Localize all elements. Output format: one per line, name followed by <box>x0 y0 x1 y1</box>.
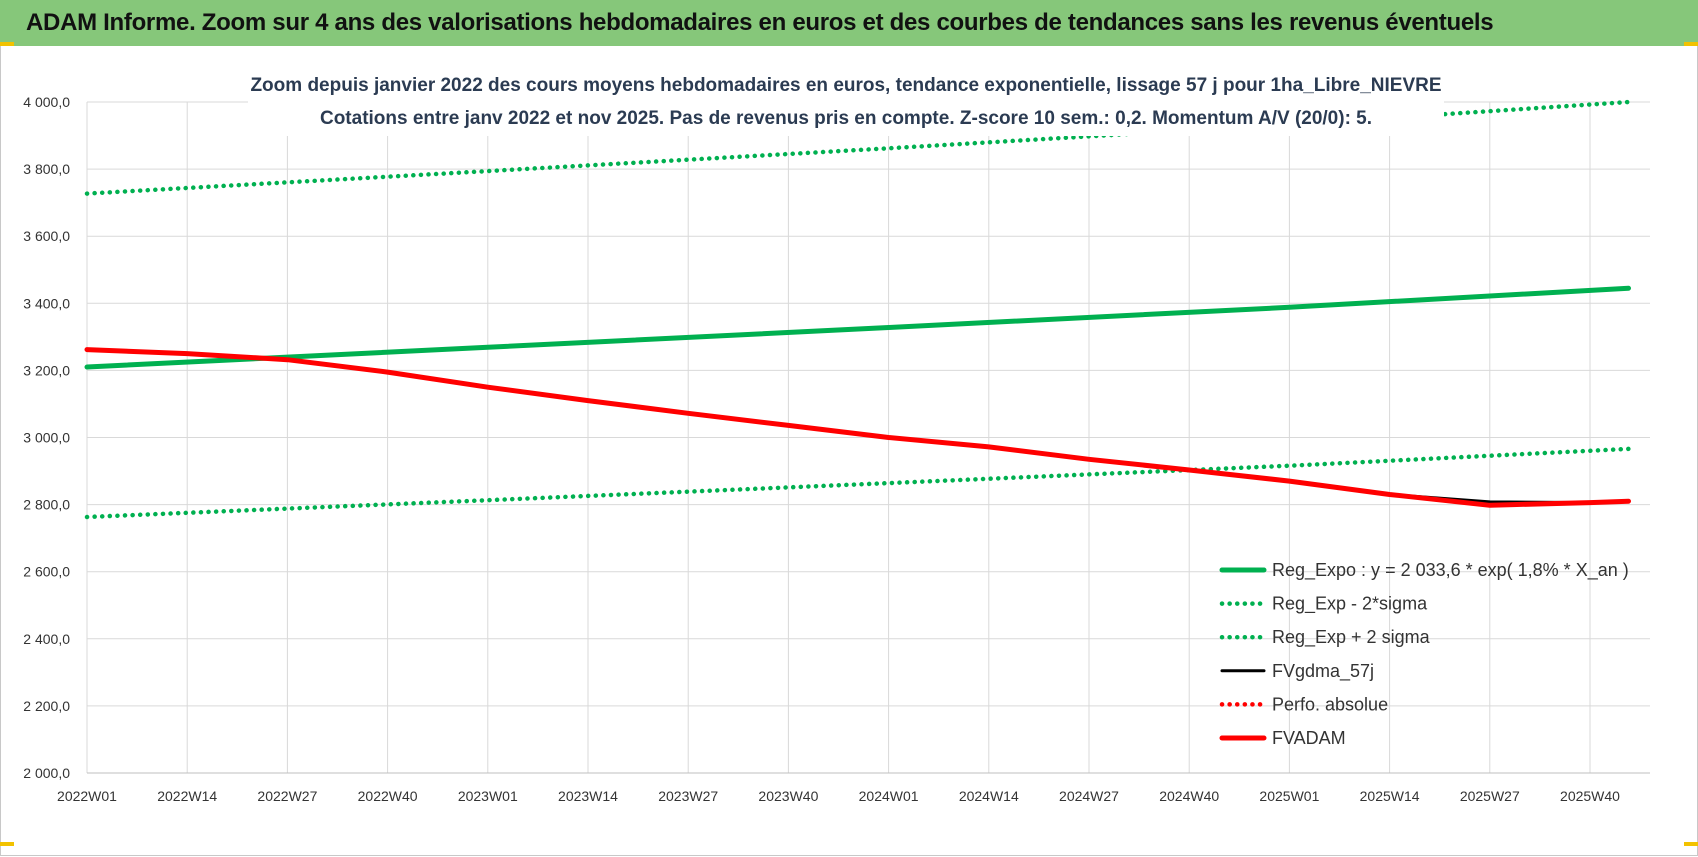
legend-label: FVADAM <box>1272 728 1346 748</box>
legend-label: Reg_Exp + 2 sigma <box>1272 627 1431 648</box>
x-tick-label: 2025W14 <box>1360 788 1420 804</box>
x-axis-tick-labels: 2022W01 2022W14 2022W27 2022W40 2023W01 2023W… <box>57 788 1620 804</box>
chart-title-background <box>248 64 1444 136</box>
y-tick-label: 3 200,0 <box>23 362 70 378</box>
x-tick-label: 2022W40 <box>358 788 418 804</box>
banner-title: ADAM Informe. Zoom sur 4 ans des valoris… <box>26 9 1494 36</box>
legend-label: FVgdma_57j <box>1272 661 1374 682</box>
x-tick-label: 2025W27 <box>1460 788 1520 804</box>
corner-marker <box>0 842 14 846</box>
x-tick-label: 2022W14 <box>157 788 217 804</box>
x-tick-label: 2024W40 <box>1159 788 1219 804</box>
series-line-fvadam <box>84 347 1631 508</box>
y-axis-tick-labels: 2 000,0 2 200,0 2 400,0 2 600,0 2 800,0 3 000… <box>23 94 70 781</box>
chart-title-line-2: Cotations entre janv 2022 et nov 2025. P… <box>320 108 1372 129</box>
x-tick-label: 2024W27 <box>1059 788 1119 804</box>
chart-title: Zoom depuis janvier 2022 des cours moyen… <box>248 64 1444 136</box>
y-tick-label: 2 400,0 <box>23 631 70 647</box>
y-tick-label: 2 200,0 <box>23 698 70 714</box>
x-tick-label: 2023W40 <box>758 788 818 804</box>
x-tick-label: 2023W27 <box>658 788 718 804</box>
x-tick-label: 2025W40 <box>1560 788 1620 804</box>
series-line-reg-exp <box>84 446 1631 520</box>
x-tick-label: 2022W27 <box>257 788 317 804</box>
y-tick-label: 2 000,0 <box>23 765 70 781</box>
legend-label: Reg_Expo : y = 2 033,6 * exp( 1,8% * X_a… <box>1272 560 1629 581</box>
title-banner: ADAM Informe. Zoom sur 4 ans des valoris… <box>0 0 1698 46</box>
series-line-fvgdma-57j <box>85 348 1630 505</box>
series-line-reg-expo <box>84 285 1631 370</box>
corner-marker <box>0 42 14 46</box>
y-tick-label: 3 000,0 <box>23 430 70 446</box>
x-tick-label: 2024W01 <box>859 788 919 804</box>
legend-label: Perfo. absolue <box>1272 694 1388 714</box>
y-tick-label: 2 600,0 <box>23 564 70 580</box>
y-tick-label: 4 000,0 <box>23 94 70 110</box>
x-tick-label: 2025W01 <box>1259 788 1319 804</box>
y-tick-label: 2 800,0 <box>23 497 70 513</box>
y-tick-label: 3 600,0 <box>23 228 70 244</box>
y-tick-label: 3 400,0 <box>23 295 70 311</box>
corner-marker <box>1684 842 1698 846</box>
x-tick-label: 2024W14 <box>959 788 1019 804</box>
series-line-reg-exp <box>84 99 1631 196</box>
x-tick-label: 2022W01 <box>57 788 117 804</box>
series-lines <box>84 99 1631 520</box>
legend-label: Reg_Exp - 2*sigma <box>1272 594 1428 615</box>
chart-title-line-1: Zoom depuis janvier 2022 des cours moyen… <box>250 75 1441 96</box>
y-tick-label: 3 800,0 <box>23 161 70 177</box>
x-tick-label: 2023W01 <box>458 788 518 804</box>
legend: Reg_Expo : y = 2 033,6 * exp( 1,8% * X_a… <box>1219 560 1629 748</box>
corner-marker <box>1684 42 1698 46</box>
x-tick-label: 2023W14 <box>558 788 618 804</box>
